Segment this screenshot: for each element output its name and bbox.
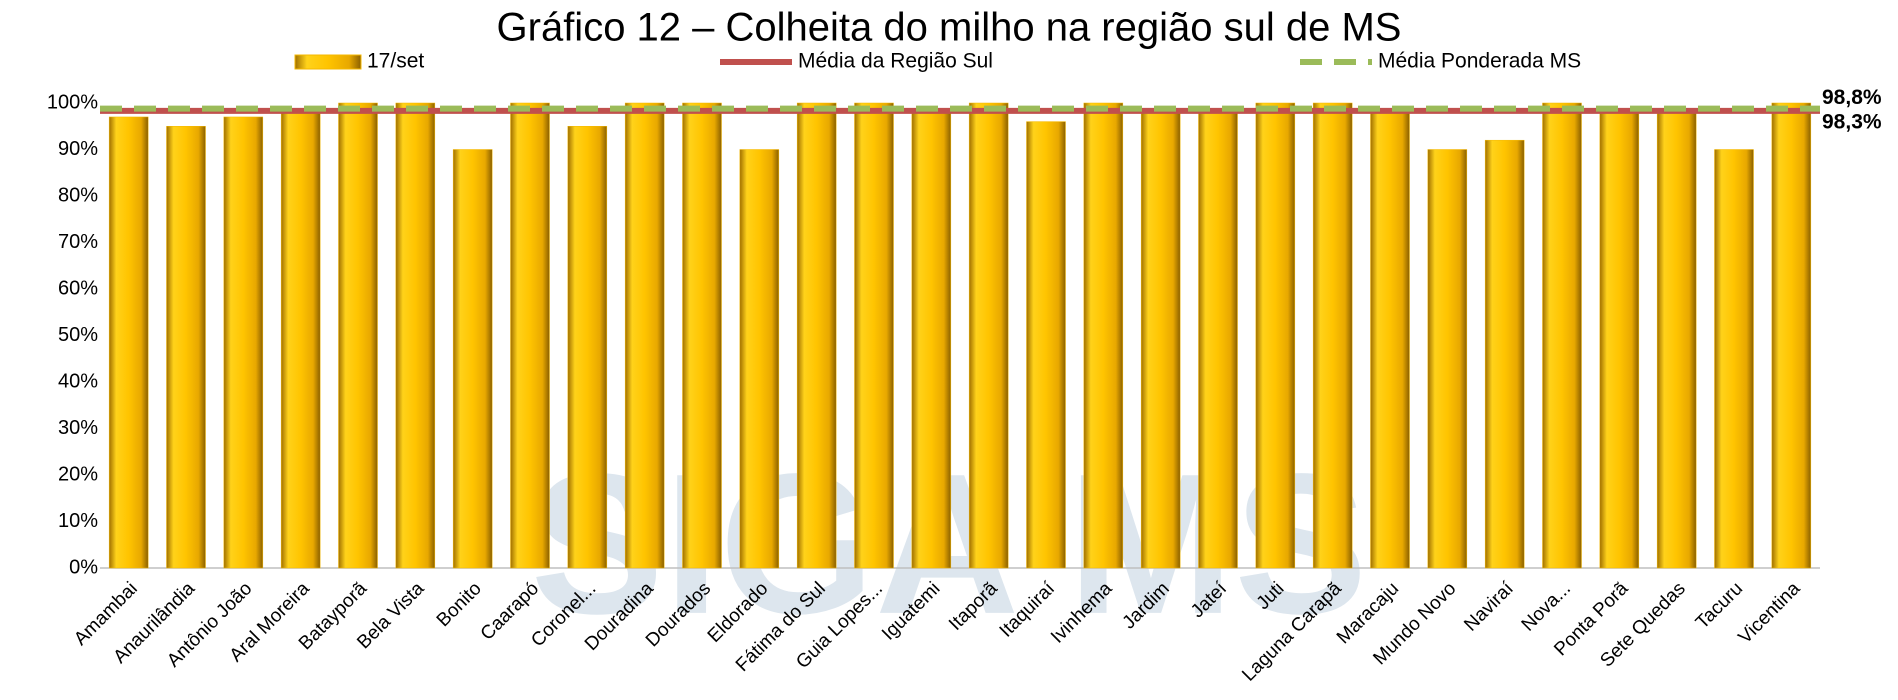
bar <box>452 149 493 569</box>
bar <box>108 116 149 569</box>
y-tick-label: 30% <box>58 417 98 439</box>
bar <box>1083 102 1124 569</box>
y-tick-label: 40% <box>58 370 98 392</box>
bar <box>1026 121 1066 569</box>
bar <box>1599 112 1640 569</box>
y-tick-label: 50% <box>58 324 98 346</box>
bar <box>1484 139 1525 569</box>
y-tick-label: 60% <box>58 277 98 299</box>
y-tick-label: 70% <box>58 231 98 253</box>
bar <box>510 102 550 569</box>
y-tick-label: 90% <box>58 138 98 160</box>
y-tick-label: 10% <box>58 510 98 532</box>
x-tick-label: Bonito <box>433 578 486 631</box>
y-tick-label: 100% <box>47 91 98 113</box>
bar <box>395 102 436 569</box>
legend-label: Média Ponderada MS <box>1378 50 1581 73</box>
bar <box>1312 102 1353 569</box>
bar <box>1542 102 1582 569</box>
line-value-label: 98,3% <box>1822 110 1882 133</box>
x-tick-label: Naviraí <box>1460 578 1518 636</box>
bar <box>1656 112 1697 569</box>
bar <box>1255 102 1296 569</box>
legend-label: Média da Região Sul <box>798 50 993 73</box>
x-tick-label: Vicentina <box>1735 578 1805 648</box>
bar <box>796 102 837 569</box>
x-tick-label: Nova... <box>1518 578 1575 635</box>
y-tick-label: 20% <box>58 463 98 485</box>
chart-title: Gráfico 12 – Colheita do milho na região… <box>497 6 1402 50</box>
bar <box>739 149 780 569</box>
y-tick-label: 0% <box>69 556 98 578</box>
bar <box>1370 112 1410 569</box>
bar <box>1140 112 1181 569</box>
x-tick-label: Tacuru <box>1692 578 1747 633</box>
line-value-label: 98,8% <box>1822 86 1882 109</box>
legend-swatch <box>294 54 362 70</box>
bar <box>338 102 378 569</box>
bar <box>280 112 321 569</box>
legend-label: 17/set <box>367 50 424 73</box>
bar <box>624 102 665 569</box>
bar <box>1714 149 1754 569</box>
bar <box>682 102 722 569</box>
bar <box>1771 102 1812 569</box>
bar <box>223 116 264 569</box>
bar <box>1198 112 1238 569</box>
bar <box>166 126 206 569</box>
bar <box>854 102 894 569</box>
bar <box>1427 149 1468 569</box>
bar <box>567 126 608 569</box>
bar <box>968 102 1009 569</box>
bar <box>911 112 952 569</box>
y-tick-label: 80% <box>58 184 98 206</box>
